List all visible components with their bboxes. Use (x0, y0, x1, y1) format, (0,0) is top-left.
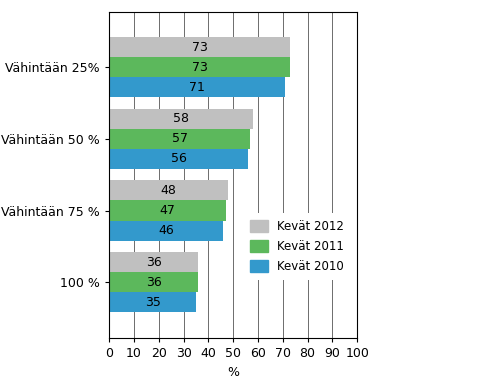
Bar (109, 129, 250, 149)
Bar (109, 252, 198, 272)
Bar (109, 272, 198, 292)
X-axis label: %: % (227, 366, 239, 379)
Bar (109, 180, 228, 200)
Bar (109, 149, 248, 169)
Text: 57: 57 (172, 132, 188, 146)
Text: 73: 73 (191, 41, 208, 54)
Legend: Kevät 2012, Kevät 2011, Kevät 2010: Kevät 2012, Kevät 2011, Kevät 2010 (243, 213, 351, 280)
Bar (109, 57, 290, 77)
Text: 47: 47 (159, 204, 176, 217)
Text: 71: 71 (189, 81, 205, 94)
Bar (109, 220, 223, 240)
Text: 48: 48 (161, 184, 177, 197)
Bar (109, 77, 285, 98)
Text: 56: 56 (171, 152, 186, 166)
Text: 46: 46 (158, 224, 174, 237)
Text: 73: 73 (191, 61, 208, 74)
Bar (109, 37, 290, 57)
Text: 35: 35 (144, 296, 161, 309)
Text: 36: 36 (146, 255, 162, 268)
Bar (109, 109, 253, 129)
Bar (109, 292, 196, 312)
Text: 36: 36 (146, 276, 162, 289)
Bar (109, 200, 226, 220)
Text: 58: 58 (173, 113, 189, 126)
